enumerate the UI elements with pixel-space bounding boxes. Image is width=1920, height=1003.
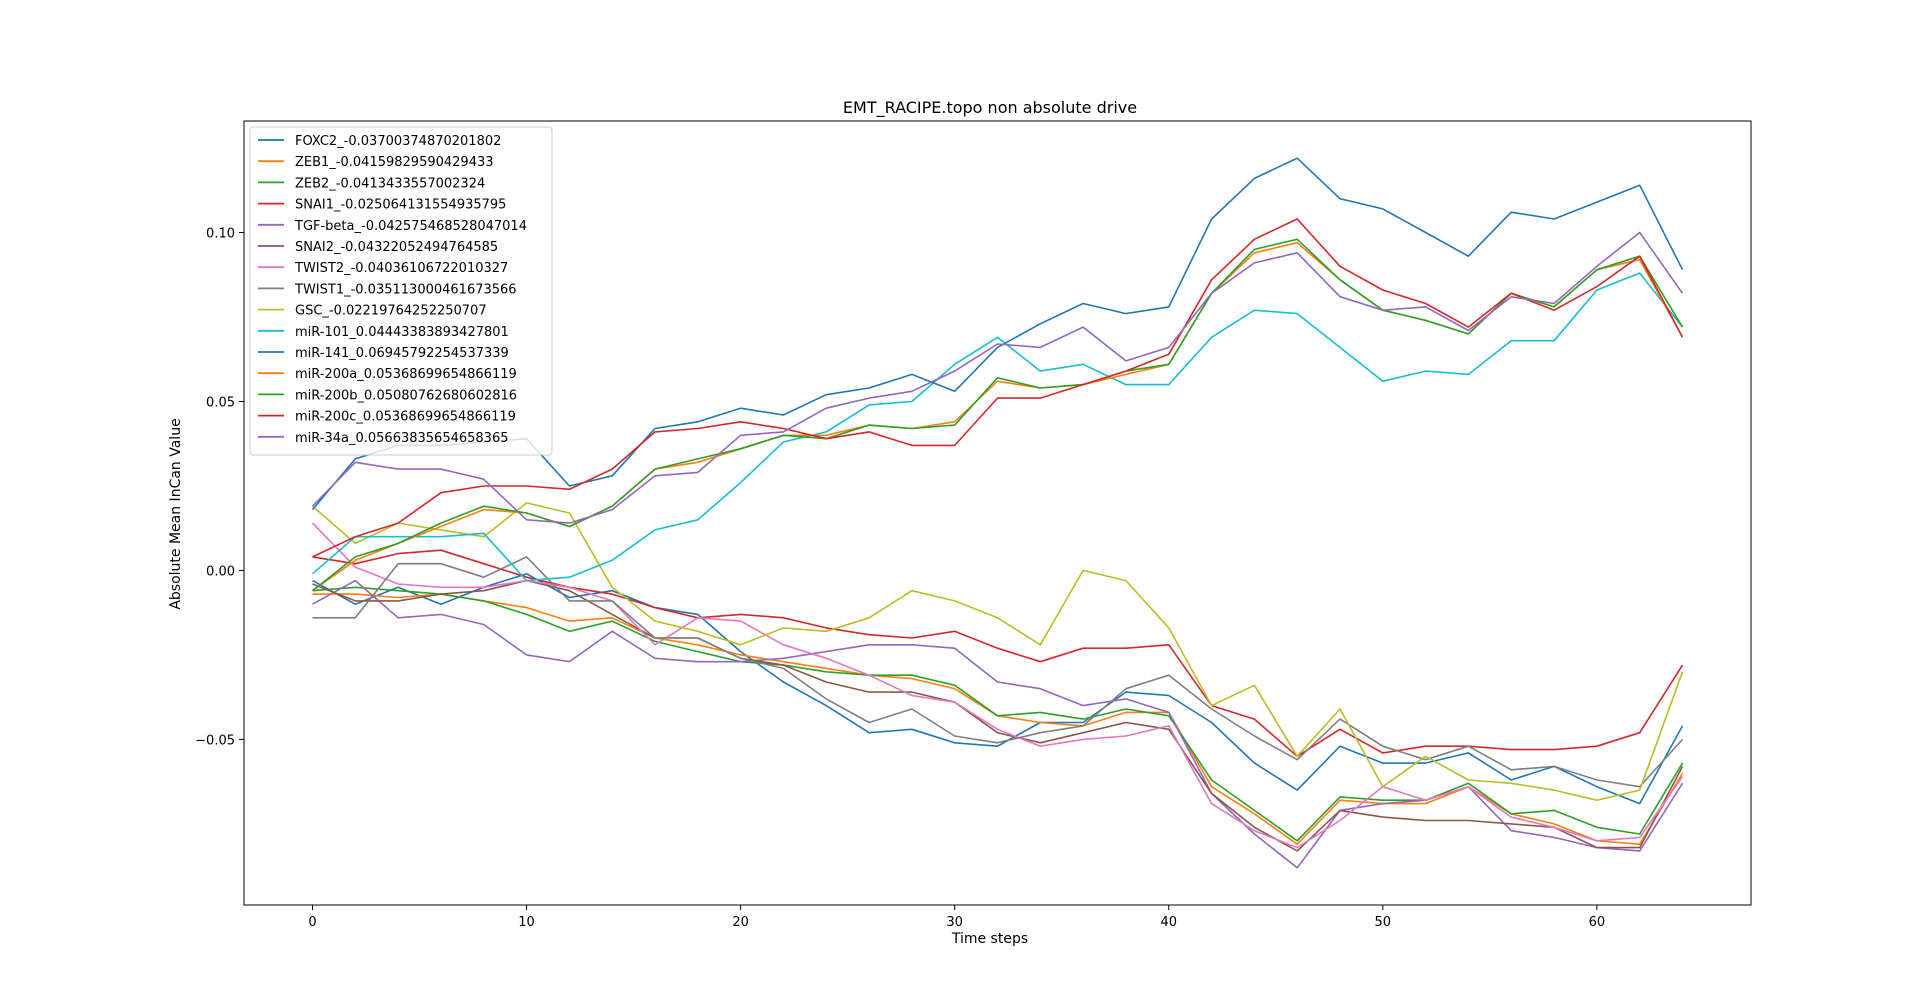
series-line-1 [312, 593, 1684, 846]
series-line-2 [312, 586, 1684, 842]
series-line-14 [311, 231, 1684, 524]
legend-entry: FOXC2_-0.03700374870201802 [295, 134, 501, 149]
legend: FOXC2_-0.03700374870201802 ZEB1_-0.041598… [249, 126, 553, 456]
y-axis-ticks: −0.05 0.00 0.05 0.10 [195, 227, 244, 748]
y-tick-label: 0.10 [206, 227, 235, 242]
legend-entry: SNAI2_-0.04322052494764585 [295, 240, 498, 255]
axes-frame [243, 120, 1752, 906]
legend-entry: miR-200a_0.05368699654866119 [295, 367, 517, 382]
series-lines [311, 157, 1684, 869]
legend-entry: miR-101_0.04443383893427801 [295, 325, 509, 340]
legend-entry: TWIST1_-0.035113000461673566 [294, 282, 517, 297]
x-axis-label: Time steps [951, 931, 1028, 947]
legend-entry: miR-200c_0.05368699654866119 [295, 410, 516, 425]
y-tick-label: 0.00 [206, 564, 235, 579]
series-line-13 [312, 218, 1684, 558]
x-tick-label: 40 [1160, 915, 1177, 930]
series-line-5 [312, 579, 1684, 852]
y-tick-label: 0.05 [206, 395, 235, 410]
series-line-12 [312, 238, 1684, 592]
series-line-3 [312, 549, 1684, 758]
legend-entry: SNAI1_-0.025064131554935795 [295, 198, 506, 213]
x-tick-label: 20 [732, 915, 749, 930]
x-tick-label: 60 [1589, 915, 1606, 930]
legend-entry: miR-200b_0.05080762680602816 [295, 388, 517, 403]
y-axis-label: Absolute Mean InCan Value [168, 418, 184, 609]
legend-entry: GSC_-0.02219764252250707 [295, 304, 487, 319]
legend-entry: TWIST2_-0.04036106722010327 [294, 261, 508, 276]
x-axis-ticks: 0 10 20 30 40 50 60 [308, 905, 1605, 930]
series-line-6 [311, 522, 1684, 849]
legend-entry: ZEB2_-0.0413433557002324 [295, 176, 485, 191]
x-tick-label: 30 [946, 915, 963, 930]
x-tick-label: 10 [518, 915, 535, 930]
legend-entry: miR-141_0.06945792254537339 [295, 346, 509, 361]
x-tick-label: 0 [308, 915, 316, 930]
series-line-9 [311, 272, 1684, 582]
y-tick-label: −0.05 [195, 733, 235, 748]
legend-entry: ZEB1_-0.04159829590429433 [295, 155, 494, 170]
series-line-8 [311, 502, 1684, 802]
legend-entry: miR-34a_0.05663835654658365 [295, 431, 509, 446]
legend-box [249, 126, 553, 456]
series-line-7 [312, 556, 1684, 788]
series-line-4 [312, 579, 1684, 869]
chart-title: EMT_RACIPE.topo non absolute drive [843, 98, 1137, 118]
series-line-0 [312, 572, 1684, 805]
x-tick-label: 50 [1375, 915, 1392, 930]
legend-entry: TGF-beta_-0.042575468528047014 [294, 219, 527, 234]
